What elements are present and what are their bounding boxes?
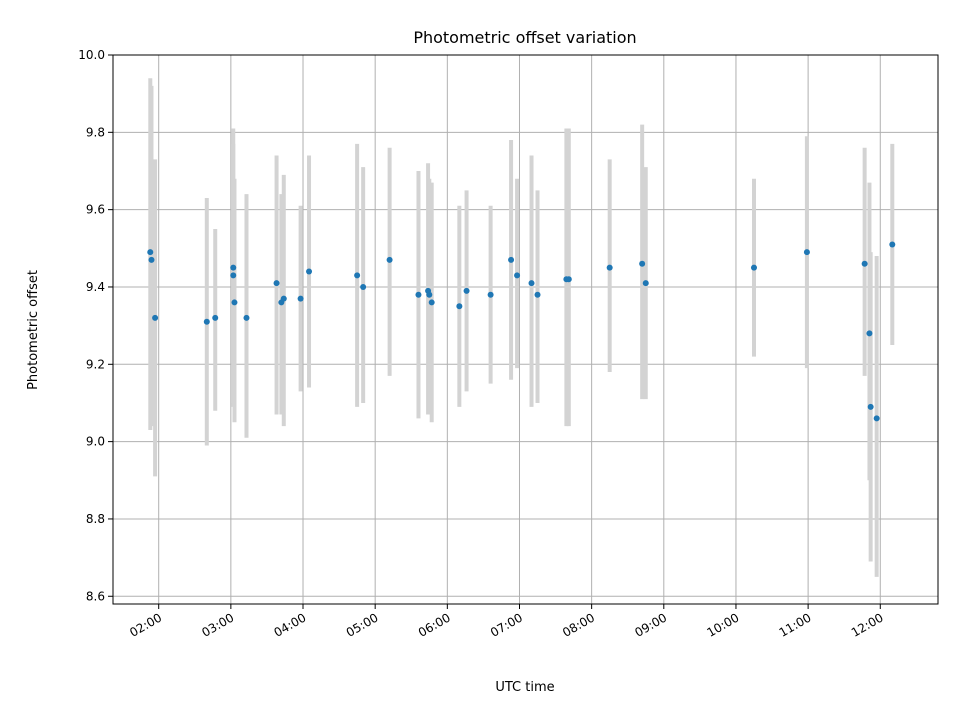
data-point-5 [230, 264, 237, 271]
y-tick-label-2: 9.0 [86, 435, 105, 449]
x-tick-label-3: 05:00 [344, 610, 381, 639]
data-point-21 [456, 303, 463, 310]
data-point-35 [861, 260, 868, 267]
data-point-0 [147, 249, 154, 256]
data-point-16 [386, 256, 393, 263]
y-tick-label-3: 9.2 [86, 357, 105, 371]
data-point-4 [212, 314, 219, 321]
data-point-34 [803, 249, 810, 256]
error-bars [148, 78, 895, 577]
y-axis-label: Photometric offset [26, 270, 41, 390]
data-point-6 [230, 272, 237, 279]
data-point-12 [297, 295, 304, 302]
x-tick-label-0: 02:00 [127, 610, 164, 639]
data-point-17 [415, 291, 422, 298]
x-tick-label-4: 06:00 [416, 610, 453, 639]
chart-title: Photometric offset variation [413, 28, 636, 47]
y-tick-label-6: 9.8 [86, 125, 105, 139]
data-point-14 [354, 272, 361, 279]
x-tick-label-5: 07:00 [488, 610, 525, 639]
y-tick-label-5: 9.6 [86, 203, 105, 217]
data-point-15 [360, 283, 367, 290]
data-point-13 [306, 268, 313, 275]
data-point-26 [528, 280, 535, 287]
data-point-9 [273, 280, 280, 287]
y-tick-label-7: 10.0 [78, 48, 105, 62]
x-tick-label-10: 12:00 [849, 610, 886, 639]
y-axis-ticks: 8.6 8.8 9.0 9.2 9.4 9.6 9.8 10.0 [78, 48, 113, 603]
data-point-33 [750, 264, 757, 271]
data-point-31 [639, 260, 646, 267]
data-point-23 [487, 291, 494, 298]
data-points [147, 241, 896, 422]
y-tick-label-1: 8.8 [86, 512, 105, 526]
data-point-38 [873, 415, 880, 422]
data-point-24 [508, 256, 515, 263]
plot-frame [112, 54, 939, 605]
data-point-29 [565, 276, 572, 283]
data-point-32 [642, 280, 649, 287]
data-point-36 [866, 330, 873, 337]
data-point-3 [203, 318, 210, 325]
x-tick-label-9: 11:00 [777, 610, 814, 639]
x-axis-label: UTC time [495, 680, 554, 695]
x-axis-ticks: 02:00 03:00 04:00 05:00 06:00 07:00 08:00 09:00… [127, 604, 886, 640]
data-point-30 [606, 264, 613, 271]
data-point-8 [243, 314, 250, 321]
x-tick-label-8: 10:00 [705, 610, 742, 639]
data-point-2 [152, 314, 159, 321]
data-point-27 [534, 291, 541, 298]
data-point-22 [463, 287, 470, 294]
x-tick-label-6: 08:00 [560, 610, 597, 639]
data-point-1 [148, 256, 155, 263]
y-tick-label-4: 9.4 [86, 280, 105, 294]
y-tick-label-0: 8.6 [86, 589, 105, 603]
data-point-11 [280, 295, 287, 302]
x-tick-label-2: 04:00 [272, 610, 309, 639]
data-point-39 [889, 241, 896, 248]
data-point-37 [867, 403, 874, 410]
grid-lines [113, 54, 938, 604]
x-tick-label-1: 03:00 [199, 610, 236, 639]
data-point-7 [231, 299, 238, 306]
data-point-19 [426, 291, 433, 298]
data-point-20 [428, 299, 435, 306]
x-tick-label-7: 09:00 [632, 610, 669, 639]
data-point-25 [514, 272, 521, 279]
